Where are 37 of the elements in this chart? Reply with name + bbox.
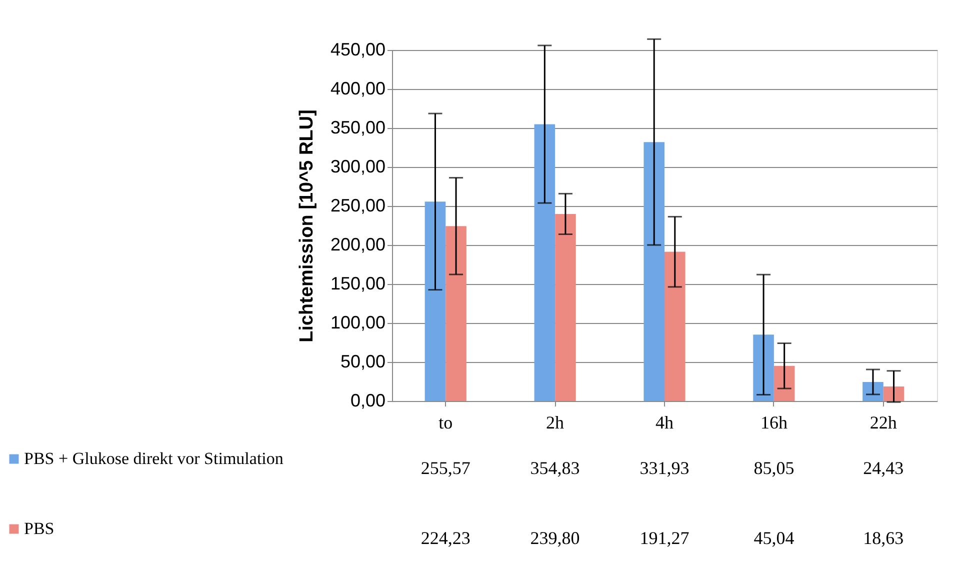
bar — [555, 214, 576, 401]
y-tick-label: 450,00 — [330, 40, 386, 60]
data-label: 191,27 — [640, 528, 690, 548]
bar — [862, 382, 884, 401]
bar — [534, 124, 556, 401]
data-label: 224,23 — [420, 528, 470, 548]
data-label: 45,04 — [754, 528, 794, 548]
x-tick-label: 22h — [870, 412, 897, 432]
y-tick-label: 100,00 — [330, 312, 386, 332]
data-label: 255,57 — [420, 458, 470, 478]
legend-label: PBS — [24, 519, 54, 538]
x-tick-label: 4h — [656, 412, 674, 432]
bar — [644, 142, 664, 401]
data-label: 331,93 — [640, 458, 690, 478]
data-label: 24,43 — [863, 458, 904, 478]
data-label: 239,80 — [530, 528, 580, 548]
y-tick-label: 300,00 — [330, 156, 386, 176]
data-label: 18,63 — [863, 528, 904, 548]
y-tick-label: 250,00 — [330, 196, 386, 216]
y-tick-label: 350,00 — [330, 118, 386, 138]
x-tick-label: to — [438, 412, 453, 432]
x-tick-label: 2h — [546, 412, 564, 432]
bar — [774, 366, 795, 401]
bar — [664, 252, 686, 401]
x-tick-label: 16h — [760, 412, 788, 432]
y-tick-label: 50,00 — [340, 352, 386, 372]
y-tick-label: 0,00 — [350, 390, 386, 410]
y-tick-label: 400,00 — [330, 78, 386, 98]
bar — [424, 202, 446, 401]
y-tick-label: 150,00 — [330, 274, 386, 294]
y-axis-title: Lichtemission [10^5 RLU] — [296, 110, 318, 342]
legend-label: PBS + Glukose direkt vor Stimulation — [24, 449, 284, 468]
bar — [753, 334, 774, 401]
data-label: 354,83 — [530, 458, 580, 478]
y-tick-label: 200,00 — [330, 234, 386, 254]
data-label: 85,05 — [754, 458, 794, 478]
bar — [446, 226, 466, 401]
